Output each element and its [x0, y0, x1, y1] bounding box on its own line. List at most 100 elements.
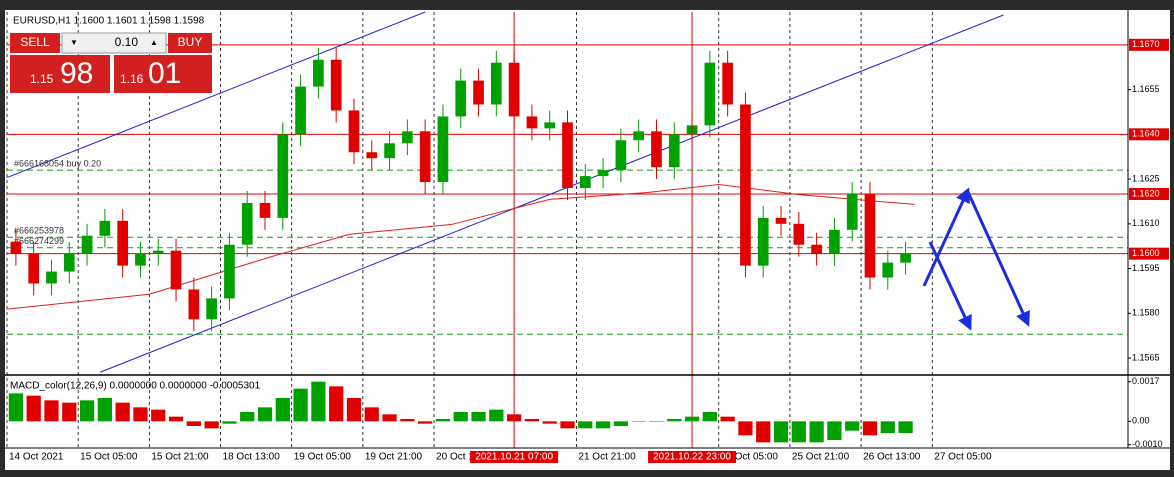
macd-bar	[151, 409, 166, 422]
macd-bar	[222, 421, 237, 424]
macd-bar	[880, 421, 895, 433]
price-level-box	[1129, 187, 1169, 200]
candle-body	[313, 59, 324, 87]
candle-body	[775, 217, 787, 224]
candle-body	[722, 62, 733, 105]
macd-bar	[240, 412, 255, 422]
sell-label: SELL	[20, 35, 50, 49]
candle-body	[224, 244, 235, 299]
macd-bar	[507, 414, 522, 422]
macd-bar	[186, 421, 201, 426]
marker-box	[470, 451, 559, 463]
marker-label: 2021.10.21 07:00	[475, 452, 553, 463]
candle-body	[348, 110, 360, 153]
macd-bar	[204, 421, 219, 429]
macd-bar	[684, 416, 700, 422]
macd-bar	[418, 421, 433, 424]
x-tick-label: 14 Oct 2021	[9, 452, 64, 463]
candle-body	[633, 131, 645, 141]
macd-bar	[773, 421, 789, 443]
candle-body	[81, 235, 93, 254]
candle-body	[544, 122, 556, 129]
macd-bar	[809, 421, 824, 443]
macd-bar	[756, 421, 771, 443]
macd-bar	[133, 407, 148, 422]
y-tick-label: -0.0010	[1132, 439, 1163, 449]
macd-bar	[524, 419, 540, 422]
macd-bar	[311, 381, 326, 422]
trend-line	[6, 11, 426, 179]
lot-value: 0.10	[115, 35, 139, 49]
y-tick-label: 1.1565	[1132, 352, 1160, 362]
candle-body	[10, 241, 22, 254]
lot-down[interactable]: ▼	[70, 38, 78, 47]
candle-body	[829, 229, 840, 254]
macd-bar	[595, 421, 611, 429]
candle-body	[152, 250, 164, 254]
marker-label: 2021.10.22 23:00	[653, 452, 731, 463]
candle-body	[882, 262, 894, 278]
macd-bar	[364, 407, 379, 422]
order-label: #666168054 buy 0.20	[14, 158, 101, 168]
y-tick-label: 0.0017	[1132, 376, 1160, 386]
candle-body	[490, 62, 502, 105]
x-tick-label: 27 Oct 05:00	[934, 452, 992, 463]
macd-bar	[346, 398, 362, 422]
candle-body	[704, 62, 716, 126]
price-level-label: 1.1620	[1132, 188, 1160, 198]
candle-body	[259, 202, 271, 218]
price-level-label: 1.1600	[1132, 248, 1160, 258]
x-tick-label: 25 Oct 05:00	[721, 452, 779, 463]
macd-bar	[542, 421, 557, 424]
x-tick-label: 15 Oct 21:00	[151, 452, 209, 463]
candle-body	[117, 220, 128, 266]
candle-body	[740, 104, 751, 266]
macd-bar	[471, 412, 486, 422]
arrow	[928, 241, 972, 331]
macd-bar	[257, 407, 273, 422]
y-tick-label: 1.1655	[1132, 84, 1160, 94]
macd-bar	[649, 421, 664, 422]
sell-button[interactable]	[10, 33, 60, 53]
candle-body	[135, 253, 146, 266]
trend-line	[6, 183, 915, 310]
candle-body	[206, 298, 217, 320]
ask-box[interactable]	[114, 55, 212, 93]
price-level-label: 1.1640	[1132, 129, 1160, 139]
macd-bar	[44, 400, 59, 422]
buy-button[interactable]	[168, 33, 212, 53]
x-tick-label: 20 Oct 13:00	[436, 452, 494, 463]
macd-bar	[489, 409, 504, 422]
candle-body	[241, 202, 253, 245]
macd-bar	[702, 412, 717, 422]
price-level-box	[1129, 38, 1169, 51]
candle-body	[651, 131, 662, 168]
macd-bar	[329, 386, 344, 422]
candle-body	[473, 80, 484, 105]
candle-body	[597, 170, 609, 177]
trend-line	[100, 14, 1004, 373]
macd-title: MACD_color(12,26,9) 0.0000000 0.0000000 …	[10, 381, 261, 392]
candle-body	[437, 116, 449, 183]
x-tick-label: 26 Oct 13:00	[863, 452, 921, 463]
candle-body	[366, 152, 378, 159]
candle-body	[455, 80, 467, 117]
macd-bar	[453, 412, 468, 422]
lot-input[interactable]	[61, 32, 167, 54]
macd-bar	[560, 421, 575, 429]
candle-body	[793, 223, 805, 245]
order-label: #666274299	[14, 236, 64, 246]
macd-bar	[827, 421, 842, 440]
price-level-box	[1129, 128, 1169, 141]
macd-bar	[631, 421, 646, 422]
ask-small: 01	[148, 57, 181, 90]
x-tick-label: 25 Oct 21:00	[792, 452, 850, 463]
bid-box[interactable]	[10, 55, 110, 93]
macd-bar	[26, 395, 41, 422]
macd-bar	[845, 421, 860, 431]
arrow	[922, 187, 970, 287]
lot-up[interactable]: ▲	[150, 38, 158, 47]
buy-label: BUY	[178, 35, 203, 49]
candle-body	[170, 250, 182, 290]
macd-bar	[578, 421, 593, 429]
